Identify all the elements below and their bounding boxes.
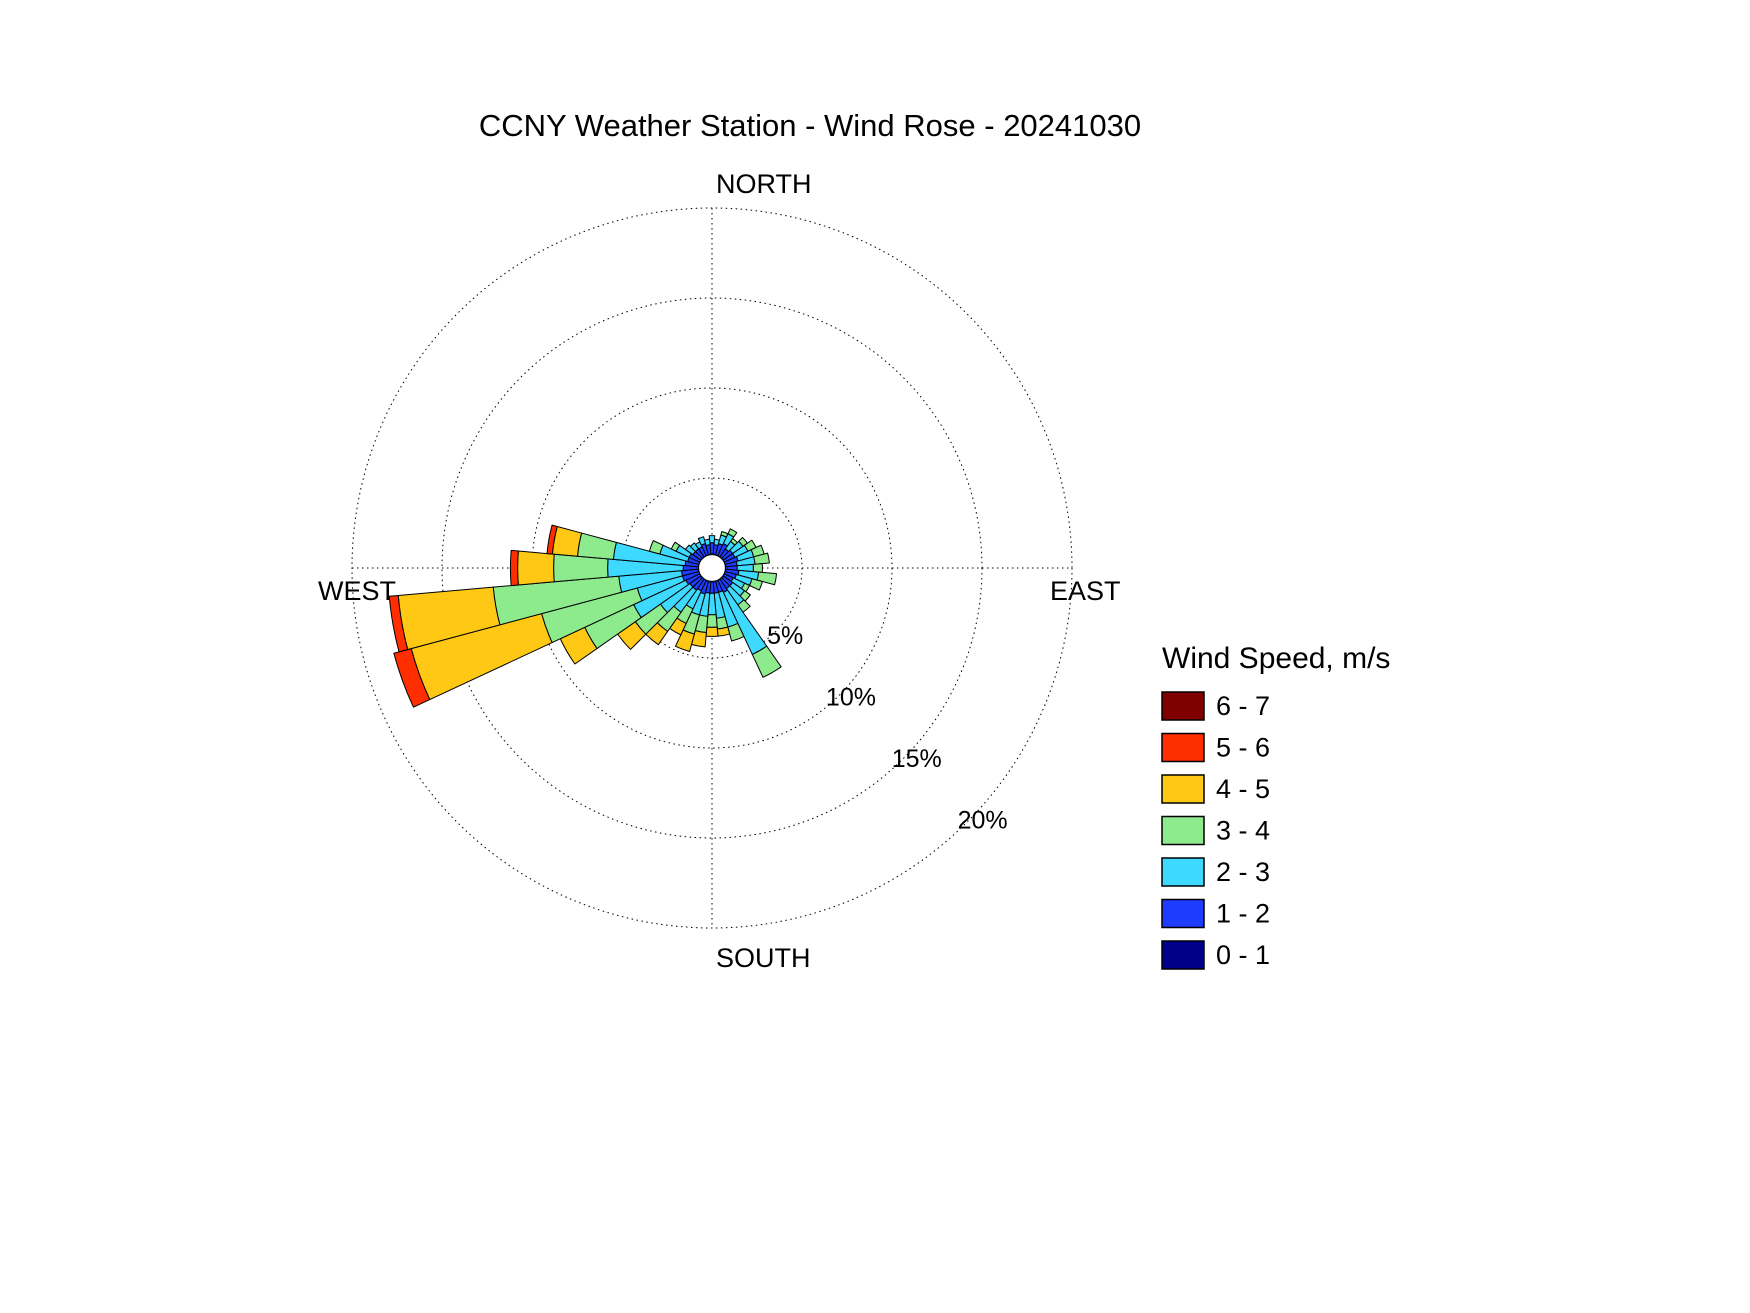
ring-labels: 5% 10% 15% 20% <box>767 622 1008 834</box>
legend-title: Wind Speed, m/s <box>1162 642 1390 675</box>
petal-270-4-5 <box>517 550 555 586</box>
petal-200-4-5 <box>674 629 695 652</box>
petal-280-5-6 <box>546 524 558 555</box>
center-circle <box>697 553 727 583</box>
petal-0-2-3 <box>708 535 716 544</box>
petal-110-3-4 <box>749 578 763 591</box>
legend-swatch-5-6 <box>1161 732 1205 763</box>
petal-30-3-4 <box>727 528 738 538</box>
ring-label-15: 15% <box>892 745 942 773</box>
petal-260-5-6 <box>388 594 409 653</box>
ring-label-20: 20% <box>958 806 1008 834</box>
petal-160-3-4 <box>727 622 745 642</box>
windrose-petals <box>388 524 782 708</box>
petal-300-3-4 <box>670 541 681 552</box>
legend-label-1-2: 1 - 2 <box>1216 899 1270 929</box>
legend-label-4-5: 4 - 5 <box>1216 774 1270 804</box>
legend-label-5-6: 5 - 6 <box>1216 733 1270 763</box>
direction-label-west: WEST <box>318 576 396 606</box>
direction-label-east: EAST <box>1050 576 1121 606</box>
legend-swatch-1-2 <box>1161 898 1205 929</box>
legend-swatch-6-7 <box>1161 691 1205 721</box>
legend-label-0-1: 0 - 1 <box>1216 940 1270 970</box>
legend: 6 - 7 5 - 6 4 - 5 3 - 4 2 - 3 1 - 2 0 - 1 <box>1161 691 1270 970</box>
petal-320-2-3 <box>689 542 700 552</box>
legend-label-2-3: 2 - 3 <box>1216 857 1270 887</box>
petal-350-2-3 <box>704 538 711 546</box>
legend-label-6-7: 6 - 7 <box>1216 691 1270 721</box>
petal-290-3-4 <box>648 540 664 555</box>
petal-270-5-6 <box>509 549 519 587</box>
petal-250-5-6 <box>393 648 431 708</box>
legend-swatch-0-1 <box>1161 940 1205 970</box>
ring-label-5: 5% <box>767 622 803 650</box>
direction-label-north: NORTH <box>716 169 812 199</box>
legend-swatch-2-3 <box>1161 857 1205 887</box>
legend-swatch-4-5 <box>1161 774 1205 804</box>
chart-title: CCNY Weather Station - Wind Rose - 20241… <box>479 108 1141 143</box>
petal-340-2-3 <box>697 536 706 546</box>
petal-180-4-5 <box>705 626 719 637</box>
petal-310-2-3 <box>684 544 696 556</box>
petal-280-4-5 <box>551 526 583 557</box>
petal-150-3-4 <box>751 645 782 678</box>
petal-80-3-4 <box>753 552 770 565</box>
petal-280-3-4 <box>577 532 617 560</box>
direction-label-south: SOUTH <box>716 943 811 973</box>
ring-label-10: 10% <box>826 684 876 712</box>
legend-label-3-4: 3 - 4 <box>1216 816 1270 846</box>
legend-swatch-3-4 <box>1161 815 1205 846</box>
petal-180-3-4 <box>706 614 718 628</box>
petal-100-3-4 <box>756 571 778 586</box>
petal-170-4-5 <box>716 626 731 637</box>
petal-90-3-4 <box>752 563 763 573</box>
